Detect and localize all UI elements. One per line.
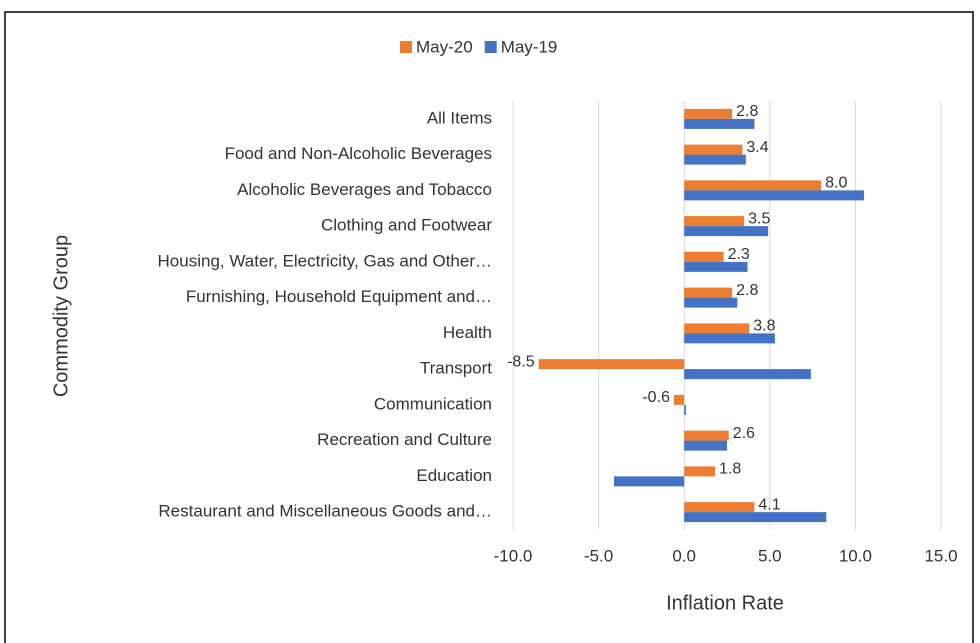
bar bbox=[684, 216, 745, 227]
x-tick-label: 0.0 bbox=[672, 546, 696, 565]
legend-label: May-19 bbox=[501, 37, 558, 56]
y-tick-label: Housing, Water, Electricity, Gas and Oth… bbox=[158, 251, 492, 270]
y-tick-label: Transport bbox=[420, 359, 492, 378]
data-label: 3.5 bbox=[748, 210, 770, 227]
data-label: 3.8 bbox=[753, 318, 775, 335]
bar bbox=[684, 251, 724, 262]
data-label: -8.5 bbox=[507, 353, 535, 370]
bar bbox=[684, 180, 822, 191]
x-tick-label: -5.0 bbox=[584, 546, 613, 565]
y-tick-label: Communication bbox=[374, 394, 492, 413]
bar bbox=[538, 359, 685, 370]
data-label: 8.0 bbox=[825, 175, 847, 192]
y-tick-label: Alcoholic Beverages and Tobacco bbox=[237, 180, 492, 199]
y-tick-label: Clothing and Footwear bbox=[321, 216, 492, 235]
bar bbox=[684, 108, 733, 119]
data-label: 3.4 bbox=[746, 139, 768, 156]
x-tick-label: -10.0 bbox=[494, 546, 533, 565]
y-tick-label: Restaurant and Miscellaneous Goods and… bbox=[158, 502, 492, 521]
legend-swatch bbox=[484, 41, 497, 53]
bar bbox=[684, 154, 746, 165]
x-tick-label: 10.0 bbox=[839, 546, 872, 565]
y-tick-label: Food and Non-Alcoholic Beverages bbox=[225, 144, 492, 163]
x-axis-title: Inflation Rate bbox=[666, 592, 784, 614]
bar bbox=[684, 190, 864, 201]
bar bbox=[684, 226, 769, 237]
bar bbox=[684, 440, 727, 451]
y-tick-label: Health bbox=[443, 323, 492, 342]
bar bbox=[684, 404, 686, 415]
bar bbox=[684, 466, 716, 477]
y-axis-title: Commodity Group bbox=[50, 235, 72, 397]
y-tick-label: All Items bbox=[427, 108, 492, 127]
y-tick-label: Recreation and Culture bbox=[317, 430, 492, 449]
bar bbox=[684, 333, 775, 344]
data-label: 2.8 bbox=[736, 103, 758, 120]
bar bbox=[684, 323, 750, 334]
bar bbox=[684, 502, 755, 513]
bar bbox=[684, 297, 738, 308]
x-tick-label: 5.0 bbox=[758, 546, 782, 565]
data-label: 2.3 bbox=[728, 246, 750, 263]
legend-label: May-20 bbox=[416, 37, 473, 56]
bar bbox=[684, 144, 743, 155]
bar bbox=[684, 369, 811, 380]
bar bbox=[684, 261, 748, 272]
bar bbox=[614, 476, 685, 487]
y-tick-label: Education bbox=[416, 466, 492, 485]
bar bbox=[684, 512, 827, 523]
legend-swatch bbox=[400, 41, 412, 53]
bar bbox=[684, 430, 729, 441]
bar bbox=[673, 394, 685, 405]
data-label: 2.8 bbox=[736, 282, 758, 299]
data-label: 4.1 bbox=[758, 496, 780, 513]
y-tick-label: Furnishing, Household Equipment and… bbox=[186, 287, 492, 306]
data-label: -0.6 bbox=[642, 389, 670, 406]
chart-frame bbox=[4, 11, 974, 643]
data-label: 2.6 bbox=[733, 425, 755, 442]
x-tick-label: 15.0 bbox=[924, 546, 957, 565]
bar bbox=[684, 118, 755, 129]
bar bbox=[684, 287, 733, 298]
data-label: 1.8 bbox=[719, 461, 741, 478]
